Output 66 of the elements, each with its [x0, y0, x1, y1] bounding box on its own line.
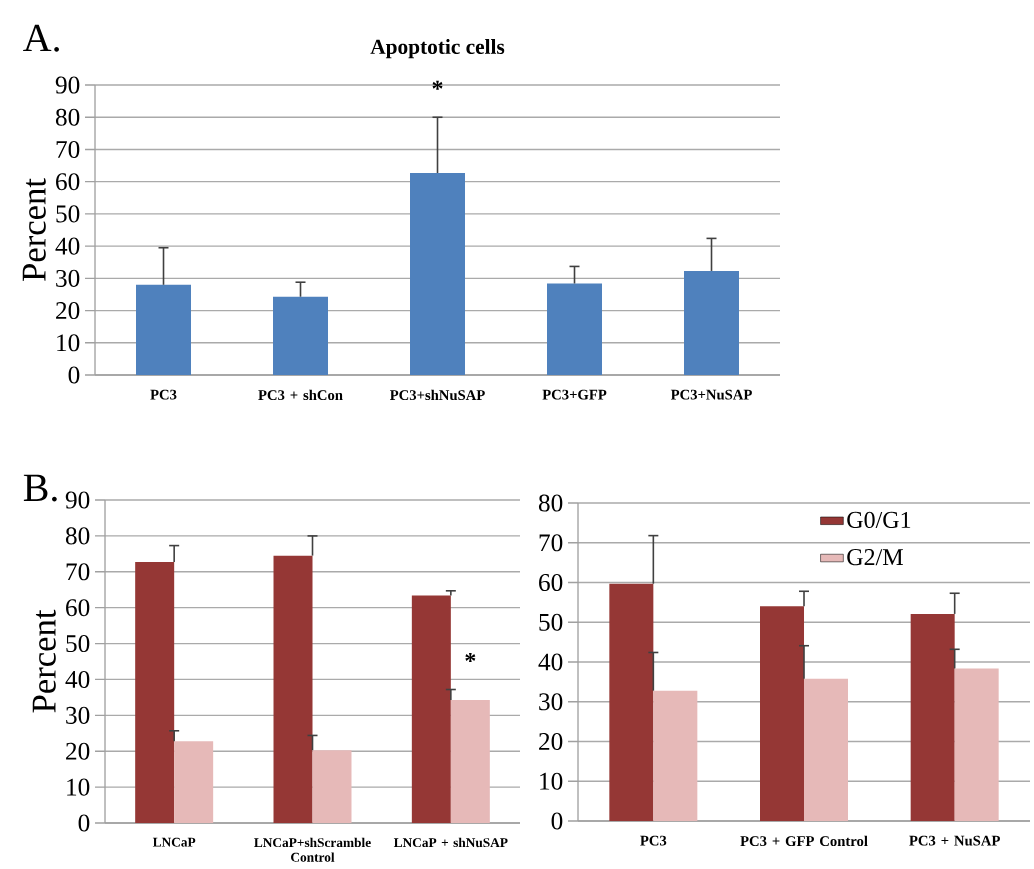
x-tick-label: LNCaP + shNuSAP [393, 837, 508, 848]
y-tick-label: 30 [56, 269, 80, 287]
x-tick-label: PC3+GFP [542, 389, 607, 400]
bar [954, 668, 999, 822]
bar [174, 741, 214, 824]
bar [136, 284, 191, 376]
bar [135, 562, 175, 824]
y-tick-label: 70 [66, 563, 90, 581]
y-tick-label: 60 [66, 599, 90, 617]
y-tick-label: 0 [68, 366, 80, 384]
y-tick-label: 90 [55, 76, 80, 94]
x-tick-label: PC3+shNuSAP [389, 389, 485, 401]
y-tick-label: 50 [539, 613, 563, 631]
bar [273, 296, 328, 376]
y-tick-label: 50 [56, 205, 80, 223]
y-tick-label: 0 [78, 814, 90, 832]
annotation: * [465, 652, 476, 662]
y-tick-label: 20 [539, 732, 563, 751]
y-tick-label: 20 [56, 302, 80, 320]
bar [653, 690, 698, 822]
y-tick-label: 0 [551, 812, 563, 830]
y-axis-title: Percent [32, 609, 56, 713]
y-tick-label: 10 [67, 778, 90, 796]
y-tick-label: 20 [66, 742, 90, 760]
y-tick-label: 10 [540, 772, 563, 790]
bar [547, 283, 603, 376]
annotation: * [432, 80, 443, 90]
x-tick-label: LNCaP [152, 837, 196, 847]
bar [910, 613, 955, 822]
y-tick-label: 60 [539, 573, 563, 592]
x-tick-label: PC3+NuSAP [670, 389, 752, 400]
x-tick-label: PC3 + NuSAP [909, 835, 1000, 846]
x-tick-label: PC3 [640, 835, 667, 846]
bar [609, 583, 654, 822]
bar [760, 606, 805, 822]
y-tick-label: 80 [538, 494, 563, 512]
y-tick-label: 70 [539, 534, 563, 552]
bar [804, 678, 849, 822]
bar [684, 270, 740, 376]
bar [411, 595, 451, 824]
x-tick-label: PC3 [150, 389, 177, 400]
y-tick-label: 30 [66, 706, 90, 724]
x-tick-label: PC3 + shCon [258, 389, 343, 401]
legend-label: G2/M [847, 549, 903, 566]
text: A. [23, 24, 59, 52]
bar [273, 555, 313, 824]
y-tick-label: 40 [538, 653, 563, 671]
x-tick-label: LNCaP+shScramble Control [254, 837, 371, 862]
bar [450, 699, 490, 824]
y-tick-label: 40 [55, 237, 80, 255]
y-tick-label: 80 [65, 527, 90, 545]
y-tick-label: 80 [55, 108, 80, 126]
y-tick-label: 10 [57, 334, 80, 352]
legend-label: G0/G1 [847, 511, 911, 528]
bar [312, 750, 352, 824]
x-tick-label: PC3 + GFP Control [740, 835, 868, 847]
y-tick-label: 60 [56, 173, 80, 191]
text: B. [23, 474, 57, 502]
y-axis-title: Percent [22, 178, 46, 281]
chart-title: Apoptotic cells [370, 38, 505, 59]
y-tick-label: 90 [65, 491, 90, 509]
y-tick-label: 50 [66, 635, 90, 653]
bar [410, 172, 466, 376]
y-tick-label: 70 [56, 140, 80, 159]
y-tick-label: 30 [539, 693, 563, 711]
y-tick-label: 40 [65, 670, 90, 689]
